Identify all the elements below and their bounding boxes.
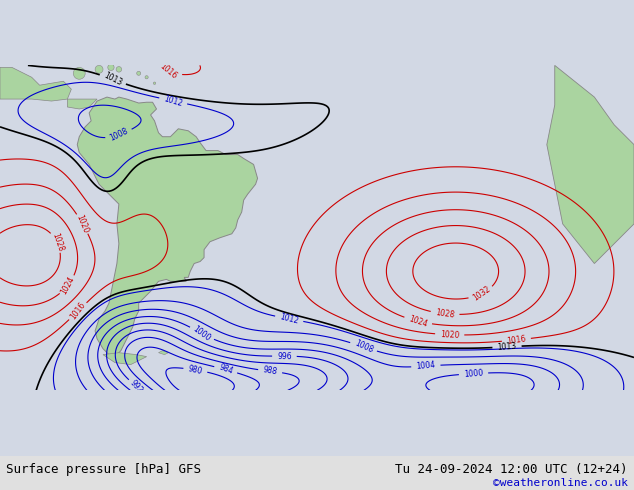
Polygon shape xyxy=(547,65,634,264)
Text: 1013: 1013 xyxy=(497,342,517,352)
Text: ©weatheronline.co.uk: ©weatheronline.co.uk xyxy=(493,478,628,488)
Polygon shape xyxy=(77,97,257,357)
Polygon shape xyxy=(0,67,71,101)
Text: 1024: 1024 xyxy=(60,274,77,295)
Text: 1000: 1000 xyxy=(463,368,484,379)
Text: 1028: 1028 xyxy=(50,232,65,253)
Text: 1020: 1020 xyxy=(440,330,460,340)
Text: 1024: 1024 xyxy=(408,314,429,328)
Text: 1012: 1012 xyxy=(163,94,184,108)
Text: 1032: 1032 xyxy=(471,284,492,303)
Text: 996: 996 xyxy=(277,351,292,361)
Text: Tu 24-09-2024 12:00 UTC (12+24): Tu 24-09-2024 12:00 UTC (12+24) xyxy=(395,463,628,476)
Text: 1016: 1016 xyxy=(507,334,527,346)
Text: Surface pressure [hPa] GFS: Surface pressure [hPa] GFS xyxy=(6,463,202,476)
Polygon shape xyxy=(158,351,169,355)
Circle shape xyxy=(153,82,156,84)
Polygon shape xyxy=(103,353,146,365)
Circle shape xyxy=(137,72,141,75)
Text: 1016: 1016 xyxy=(68,301,87,321)
Text: 1028: 1028 xyxy=(435,308,455,319)
Circle shape xyxy=(116,67,122,72)
Text: 988: 988 xyxy=(262,366,278,377)
Circle shape xyxy=(145,75,148,79)
Text: 1004: 1004 xyxy=(416,361,436,371)
Text: 992: 992 xyxy=(129,378,145,395)
Text: 1008: 1008 xyxy=(108,126,130,143)
Circle shape xyxy=(74,67,85,79)
Text: 1000: 1000 xyxy=(191,324,212,343)
Text: 1008: 1008 xyxy=(353,339,374,355)
Text: 984: 984 xyxy=(217,363,234,376)
Polygon shape xyxy=(67,99,97,109)
Circle shape xyxy=(95,65,103,74)
Text: 980: 980 xyxy=(188,364,204,376)
Text: 1020: 1020 xyxy=(75,213,91,235)
Text: 1016: 1016 xyxy=(158,62,179,81)
Text: 1012: 1012 xyxy=(279,312,300,325)
Text: 1013: 1013 xyxy=(102,71,124,88)
Circle shape xyxy=(108,64,114,71)
